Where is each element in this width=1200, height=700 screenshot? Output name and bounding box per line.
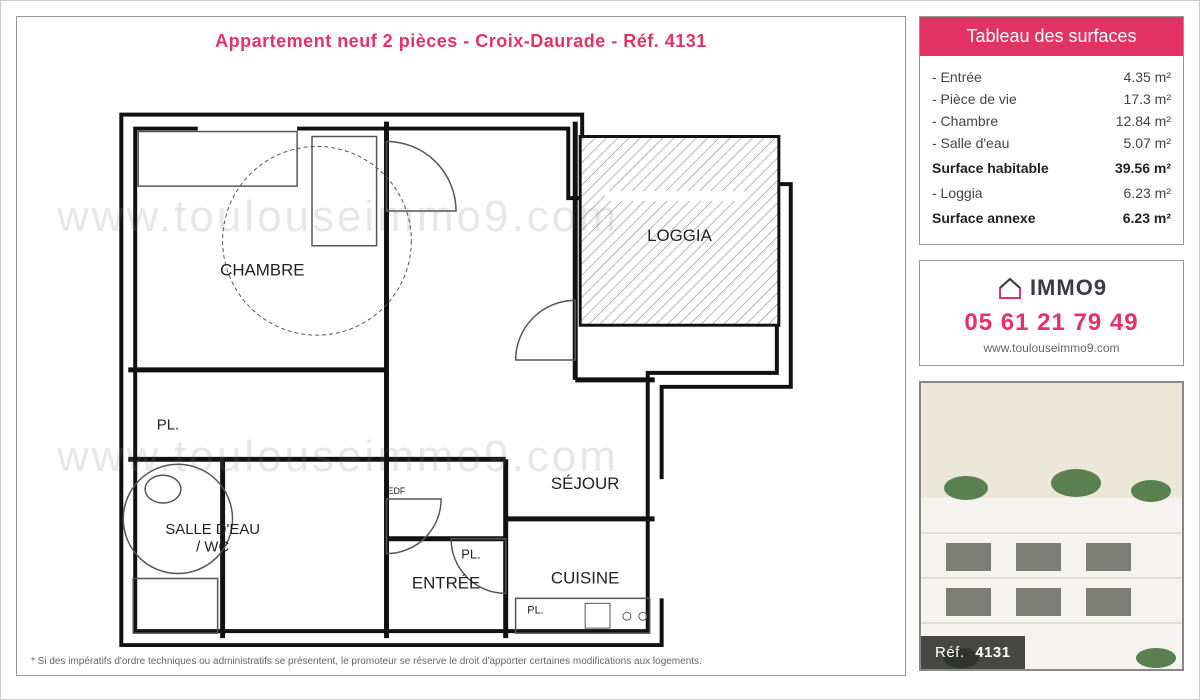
svg-text:EDF: EDF — [388, 486, 406, 496]
contact-box: IMMO9 05 61 21 79 49 www.toulouseimmo9.c… — [919, 260, 1184, 366]
surface-value: 5.07 m² — [1124, 135, 1171, 151]
floor-plan-svg: CHAMBRE LOGGIA PL. SALLE D'EAU / WC ENTRÉE PL.… — [17, 62, 905, 653]
ref-label: Réf. — [935, 644, 965, 661]
building-photo: Réf. 4131 — [919, 381, 1184, 671]
surface-label: Surface annexe — [932, 210, 1036, 226]
plan-title: Appartement neuf 2 pièces - Croix-Daurad… — [17, 17, 905, 62]
surface-value: 4.35 m² — [1124, 69, 1171, 85]
ref-strip: Réf. 4131 — [921, 636, 1025, 669]
brand-logo: IMMO9 — [928, 275, 1175, 301]
svg-text:SALLE D'EAU: SALLE D'EAU — [165, 522, 260, 538]
surface-value: 12.84 m² — [1116, 113, 1171, 129]
svg-text:SÉJOUR: SÉJOUR — [551, 474, 619, 493]
svg-text:CHAMBRE: CHAMBRE — [220, 261, 304, 280]
surface-label: - Loggia — [932, 185, 983, 201]
svg-text:LOGGIA: LOGGIA — [647, 226, 712, 245]
ref-number: 4131 — [975, 644, 1010, 661]
floor-plan: CHAMBRE LOGGIA PL. SALLE D'EAU / WC ENTRÉE PL.… — [17, 62, 905, 653]
surface-label: Surface habitable — [932, 160, 1049, 176]
svg-text:CUISINE: CUISINE — [551, 568, 619, 587]
svg-text:PL.: PL. — [157, 418, 179, 434]
svg-text:PL.: PL. — [461, 547, 480, 562]
disclaimer-text: * Si des impératifs d'ordre techniques o… — [31, 656, 702, 667]
floor-plan-panel: Appartement neuf 2 pièces - Croix-Daurad… — [16, 16, 906, 676]
surface-row: Surface annexe 6.23 m² — [932, 204, 1171, 232]
house-icon — [996, 276, 1024, 300]
surface-row: - Salle d'eau 5.07 m² — [932, 132, 1171, 154]
surface-value: 17.3 m² — [1124, 91, 1171, 107]
surface-value: 6.23 m² — [1123, 210, 1171, 226]
surface-value: 6.23 m² — [1124, 185, 1171, 201]
surface-row: - Pièce de vie 17.3 m² — [932, 88, 1171, 110]
surface-row: - Chambre 12.84 m² — [932, 110, 1171, 132]
surface-value: 39.56 m² — [1115, 160, 1171, 176]
surface-row: - Entrée 4.35 m² — [932, 66, 1171, 88]
surface-label: - Chambre — [932, 113, 998, 129]
surface-label: - Salle d'eau — [932, 135, 1009, 151]
svg-text:PL.: PL. — [527, 604, 543, 616]
sidebar: Tableau des surfaces - Entrée 4.35 m² - Pi… — [919, 16, 1184, 671]
surface-label: - Entrée — [932, 69, 982, 85]
surfaces-box: Tableau des surfaces - Entrée 4.35 m² - Pi… — [919, 16, 1184, 245]
brand-name: IMMO9 — [1030, 275, 1107, 301]
svg-text:/ WC: / WC — [196, 540, 229, 556]
svg-text:ENTRÉE: ENTRÉE — [412, 573, 480, 592]
contact-phone: 05 61 21 79 49 — [928, 309, 1175, 337]
building-illustration — [921, 383, 1184, 671]
surfaces-list: - Entrée 4.35 m² - Pièce de vie 17.3 m² - Ch… — [920, 56, 1183, 244]
contact-site: www.toulouseimmo9.com — [928, 341, 1175, 355]
surface-label: - Pièce de vie — [932, 91, 1017, 107]
surface-row: - Loggia 6.23 m² — [932, 182, 1171, 204]
surfaces-header: Tableau des surfaces — [920, 17, 1183, 56]
surface-row: Surface habitable 39.56 m² — [932, 154, 1171, 182]
